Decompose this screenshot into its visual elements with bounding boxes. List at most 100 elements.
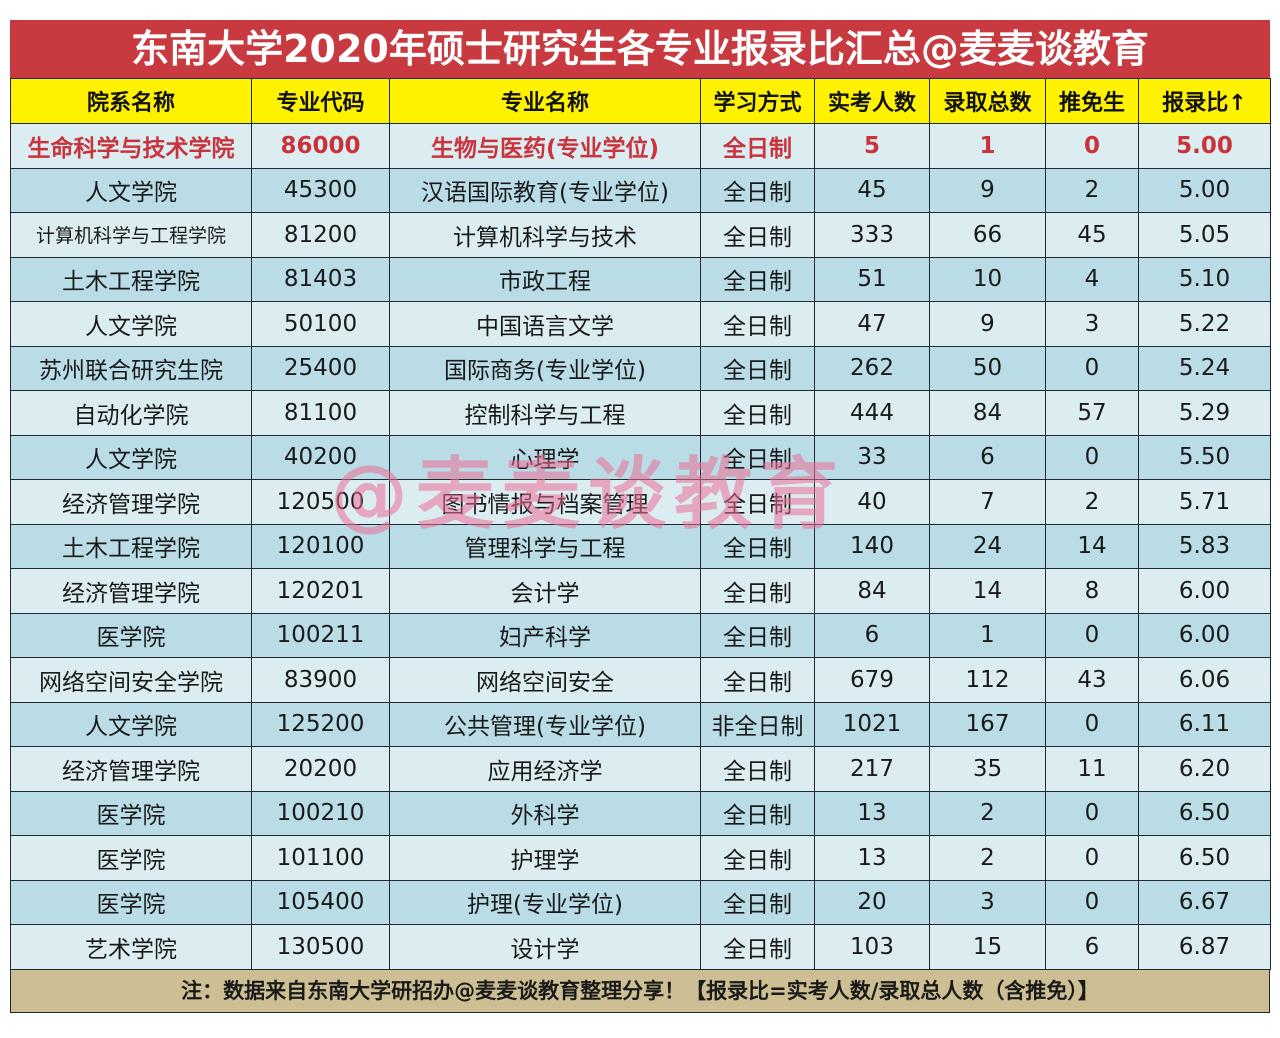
cell-study-mode: 全日制: [700, 301, 815, 347]
cell-study-mode: 全日制: [700, 746, 815, 792]
cell-exam-takers: 13: [814, 835, 930, 881]
cell-ratio: 6.67: [1138, 879, 1271, 925]
cell-ratio: 5.10: [1138, 256, 1271, 302]
cell-exam-takers: 140: [814, 523, 930, 569]
cell-exam-takers: 13: [814, 790, 930, 836]
cell-department: 人文学院: [10, 701, 252, 747]
cell-admitted-total: 9: [929, 167, 1046, 213]
cell-ratio: 6.11: [1138, 701, 1271, 747]
table-row: 土木工程学院 120100 管理科学与工程 全日制 140 24 14 5.83: [10, 523, 1271, 569]
col-header-ratio-sort-asc[interactable]: 报录比↑: [1138, 78, 1271, 124]
cell-exam-takers: 51: [814, 256, 930, 302]
cell-ratio: 6.06: [1138, 657, 1271, 703]
cell-exam-takers: 679: [814, 657, 930, 703]
cell-department: 自动化学院: [10, 390, 252, 436]
table-row: 人文学院 125200 公共管理(专业学位) 非全日制 1021 167 0 6.11: [10, 701, 1271, 747]
cell-exam-takers: 20: [814, 879, 930, 925]
table-row: 医学院 101100 护理学 全日制 13 2 0 6.50: [10, 835, 1271, 881]
cell-exam-takers: 45: [814, 167, 930, 213]
cell-recommended: 0: [1045, 612, 1139, 658]
cell-major-code: 86000: [251, 123, 390, 169]
table-header-row: 院系名称 专业代码 专业名称 学习方式 实考人数 录取总数 推免生 报录比↑: [10, 78, 1271, 124]
cell-admitted-total: 10: [929, 256, 1046, 302]
cell-major-name: 图书情报与档案管理: [389, 479, 701, 525]
cell-department: 土木工程学院: [10, 523, 252, 569]
table-row-highlighted: 生命科学与技术学院 86000 生物与医药(专业学位) 全日制 5 1 0 5.00: [10, 123, 1271, 169]
cell-major-name: 汉语国际教育(专业学位): [389, 167, 701, 213]
col-header-recommended: 推免生: [1045, 78, 1139, 124]
cell-department: 经济管理学院: [10, 568, 252, 614]
cell-exam-takers: 444: [814, 390, 930, 436]
cell-study-mode: 全日制: [700, 657, 815, 703]
cell-major-code: 130500: [251, 924, 390, 970]
cell-department: 经济管理学院: [10, 479, 252, 525]
cell-study-mode: 全日制: [700, 390, 815, 436]
cell-ratio: 5.83: [1138, 523, 1271, 569]
cell-study-mode: 全日制: [700, 612, 815, 658]
table-row: 计算机科学与工程学院 81200 计算机科学与技术 全日制 333 66 45 5.05: [10, 212, 1271, 258]
cell-recommended: 0: [1045, 345, 1139, 391]
cell-department: 网络空间安全学院: [10, 657, 252, 703]
cell-exam-takers: 5: [814, 123, 930, 169]
cell-recommended: 0: [1045, 879, 1139, 925]
cell-admitted-total: 1: [929, 123, 1046, 169]
cell-department: 计算机科学与工程学院: [10, 212, 252, 258]
cell-admitted-total: 3: [929, 879, 1046, 925]
cell-ratio: 6.20: [1138, 746, 1271, 792]
cell-exam-takers: 40: [814, 479, 930, 525]
table-row: 人文学院 45300 汉语国际教育(专业学位) 全日制 45 9 2 5.00: [10, 167, 1271, 213]
cell-study-mode: 全日制: [700, 434, 815, 480]
cell-recommended: 8: [1045, 568, 1139, 614]
cell-admitted-total: 7: [929, 479, 1046, 525]
cell-department: 医学院: [10, 790, 252, 836]
cell-admitted-total: 167: [929, 701, 1046, 747]
cell-major-code: 25400: [251, 345, 390, 391]
table-row: 自动化学院 81100 控制科学与工程 全日制 444 84 57 5.29: [10, 390, 1271, 436]
cell-recommended: 14: [1045, 523, 1139, 569]
cell-recommended: 57: [1045, 390, 1139, 436]
cell-major-name: 计算机科学与技术: [389, 212, 701, 258]
table-row: 苏州联合研究生院 25400 国际商务(专业学位) 全日制 262 50 0 5.24: [10, 345, 1271, 391]
cell-study-mode: 全日制: [700, 790, 815, 836]
cell-ratio: 5.71: [1138, 479, 1271, 525]
cell-recommended: 2: [1045, 167, 1139, 213]
cell-exam-takers: 103: [814, 924, 930, 970]
cell-major-code: 81100: [251, 390, 390, 436]
admission-ratio-table: 院系名称 专业代码 专业名称 学习方式 实考人数 录取总数 推免生 报录比↑ 生…: [10, 78, 1271, 970]
cell-major-code: 125200: [251, 701, 390, 747]
cell-exam-takers: 33: [814, 434, 930, 480]
cell-recommended: 4: [1045, 256, 1139, 302]
cell-study-mode: 全日制: [700, 123, 815, 169]
table-row: 医学院 100211 妇产科学 全日制 6 1 0 6.00: [10, 612, 1271, 658]
cell-major-code: 120100: [251, 523, 390, 569]
cell-study-mode: 全日制: [700, 879, 815, 925]
cell-ratio: 6.00: [1138, 612, 1271, 658]
cell-major-name: 市政工程: [389, 256, 701, 302]
cell-ratio: 5.50: [1138, 434, 1271, 480]
col-header-major-name: 专业名称: [389, 78, 701, 124]
cell-department: 经济管理学院: [10, 746, 252, 792]
cell-admitted-total: 9: [929, 301, 1046, 347]
cell-department: 人文学院: [10, 301, 252, 347]
cell-recommended: 43: [1045, 657, 1139, 703]
cell-major-code: 40200: [251, 434, 390, 480]
page-title: 东南大学2020年硕士研究生各专业报录比汇总@麦麦谈教育: [10, 20, 1270, 78]
cell-major-code: 81403: [251, 256, 390, 302]
cell-exam-takers: 217: [814, 746, 930, 792]
cell-department: 人文学院: [10, 434, 252, 480]
table-row: 经济管理学院 20200 应用经济学 全日制 217 35 11 6.20: [10, 746, 1271, 792]
cell-admitted-total: 35: [929, 746, 1046, 792]
cell-ratio: 6.00: [1138, 568, 1271, 614]
cell-study-mode: 非全日制: [700, 701, 815, 747]
cell-major-code: 100211: [251, 612, 390, 658]
cell-ratio: 6.50: [1138, 835, 1271, 881]
col-header-exam-takers: 实考人数: [814, 78, 930, 124]
cell-recommended: 45: [1045, 212, 1139, 258]
table-row: 医学院 100210 外科学 全日制 13 2 0 6.50: [10, 790, 1271, 836]
cell-major-name: 会计学: [389, 568, 701, 614]
cell-major-code: 120500: [251, 479, 390, 525]
cell-recommended: 6: [1045, 924, 1139, 970]
cell-department: 医学院: [10, 612, 252, 658]
cell-exam-takers: 47: [814, 301, 930, 347]
cell-recommended: 11: [1045, 746, 1139, 792]
